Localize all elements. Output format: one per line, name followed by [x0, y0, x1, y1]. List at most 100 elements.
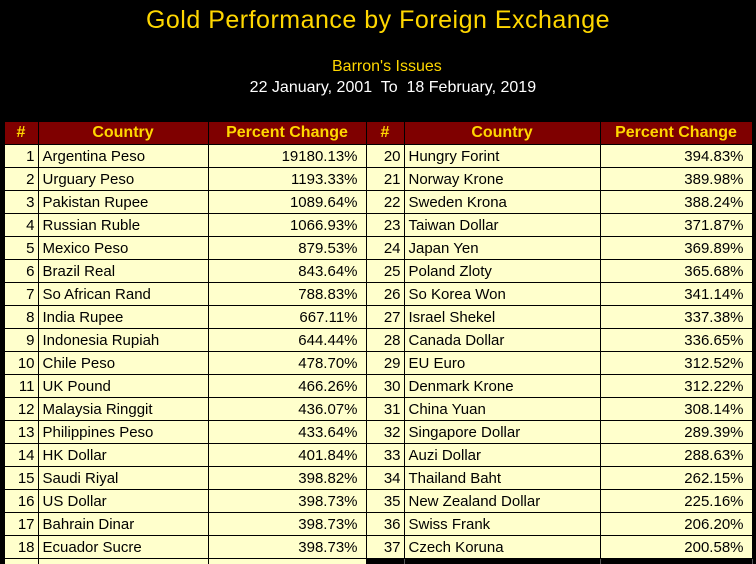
percent-cell: 1066.93% [207, 213, 367, 237]
header-row: # Country Percent Change # Country Perce… [3, 121, 753, 145]
empty-cell [599, 558, 753, 564]
percent-cell: 433.64% [207, 420, 367, 444]
rank-cell: 30 [365, 374, 405, 398]
subtitle-issues: Barron's Issues [332, 58, 442, 75]
country-cell: UK Pound [37, 374, 209, 398]
percent-cell: 312.52% [599, 351, 753, 375]
rank-cell: 29 [365, 351, 405, 375]
rank-cell: 20 [365, 144, 405, 168]
country-cell: Swiss Frank [403, 512, 601, 536]
rank-cell: 5 [3, 236, 39, 260]
percent-cell: 466.26% [207, 374, 367, 398]
rank-cell: 34 [365, 466, 405, 490]
country-cell: Pakistan Rupee [37, 190, 209, 214]
column-header-percent-right: Percent Change [599, 121, 753, 145]
country-cell: Ecuador Sucre [37, 535, 209, 559]
percent-cell: 388.24% [599, 190, 753, 214]
table-row: 2 Urguary Peso 1193.33% 21 Norway Krone 389.9… [3, 167, 753, 191]
country-cell: So Korea Won [403, 282, 601, 306]
rank-cell: 25 [365, 259, 405, 283]
table-row: 4 Russian Ruble 1066.93% 23 Taiwan Dollar 371… [3, 213, 753, 237]
percent-cell: 398.73% [207, 489, 367, 513]
country-cell: HK Dollar [37, 443, 209, 467]
fx-performance-table: # Country Percent Change # Country Perce… [3, 121, 753, 564]
percent-cell: 788.83% [207, 282, 367, 306]
country-cell: Mexico Peso [37, 236, 209, 260]
country-cell: Canada Dollar [403, 328, 601, 352]
rank-cell: 22 [365, 190, 405, 214]
rank-cell: 32 [365, 420, 405, 444]
percent-cell: 262.15% [599, 466, 753, 490]
table-row: 14 HK Dollar 401.84% 33 Auzi Dollar 288.63% [3, 443, 753, 467]
column-header-rank-left: # [3, 121, 39, 145]
table-row: 8 India Rupee 667.11% 27 Israel Shekel 337.38… [3, 305, 753, 329]
percent-cell: 369.89% [599, 236, 753, 260]
country-cell: India Rupee [37, 305, 209, 329]
percent-cell: 879.53% [207, 236, 367, 260]
percent-cell: 478.70% [207, 351, 367, 375]
percent-cell: 398.82% [207, 466, 367, 490]
percent-cell: 365.68% [599, 259, 753, 283]
table-row: 3 Pakistan Rupee 1089.64% 22 Sweden Krona 388… [3, 190, 753, 214]
empty-cell [403, 558, 601, 564]
rank-cell: 24 [365, 236, 405, 260]
rank-cell: 35 [365, 489, 405, 513]
percent-cell: 312.22% [599, 374, 753, 398]
country-cell: Bahrain Dinar [37, 512, 209, 536]
table-row: 11 UK Pound 466.26% 30 Denmark Krone 312.22% [3, 374, 753, 398]
percent-cell: 341.14% [599, 282, 753, 306]
rank-cell: 26 [365, 282, 405, 306]
percent-cell: 225.16% [599, 489, 753, 513]
country-cell: Sweden Krona [403, 190, 601, 214]
country-cell: Urguary Peso [37, 167, 209, 191]
rank-cell: 31 [365, 397, 405, 421]
percent-cell: 644.44% [207, 328, 367, 352]
table-row: 17 Bahrain Dinar 398.73% 36 Swiss Frank 206.2… [3, 512, 753, 536]
column-header-country-left: Country [37, 121, 209, 145]
rank-cell: 21 [365, 167, 405, 191]
rank-cell: 18 [3, 535, 39, 559]
country-cell: Kuwait Dinar [37, 558, 209, 564]
table-row: 10 Chile Peso 478.70% 29 EU Euro 312.52% [3, 351, 753, 375]
column-header-country-right: Country [403, 121, 601, 145]
table-row: 18 Ecuador Sucre 398.73% 37 Czech Koruna 200.… [3, 535, 753, 559]
rank-cell: 7 [3, 282, 39, 306]
table-row: 9 Indonesia Rupiah 644.44% 28 Canada Dollar 3… [3, 328, 753, 352]
rank-cell: 3 [3, 190, 39, 214]
empty-cell [365, 558, 405, 564]
country-cell: Czech Koruna [403, 535, 601, 559]
country-cell: Saudi Riyal [37, 466, 209, 490]
percent-cell: 395.63% [207, 558, 367, 564]
country-cell: China Yuan [403, 397, 601, 421]
country-cell: Thailand Baht [403, 466, 601, 490]
rank-cell: 23 [365, 213, 405, 237]
country-cell: Japan Yen [403, 236, 601, 260]
percent-cell: 1089.64% [207, 190, 367, 214]
percent-cell: 843.64% [207, 259, 367, 283]
rank-cell: 28 [365, 328, 405, 352]
rank-cell: 36 [365, 512, 405, 536]
rank-cell: 15 [3, 466, 39, 490]
rank-cell: 10 [3, 351, 39, 375]
country-cell: Israel Shekel [403, 305, 601, 329]
rank-cell: 13 [3, 420, 39, 444]
column-header-rank-right: # [365, 121, 405, 145]
country-cell: Norway Krone [403, 167, 601, 191]
rank-cell: 2 [3, 167, 39, 191]
table-row: 15 Saudi Riyal 398.82% 34 Thailand Baht 262.1… [3, 466, 753, 490]
percent-cell: 200.58% [599, 535, 753, 559]
country-cell: US Dollar [37, 489, 209, 513]
percent-cell: 394.83% [599, 144, 753, 168]
percent-cell: 336.65% [599, 328, 753, 352]
table-body: 1 Argentina Peso 19180.13% 20 Hungry Forint 3… [3, 144, 753, 564]
table-header: # Country Percent Change # Country Perce… [3, 121, 753, 145]
rank-cell: 8 [3, 305, 39, 329]
table-row: 13 Philippines Peso 433.64% 32 Singapore Dol… [3, 420, 753, 444]
table-row: 5 Mexico Peso 879.53% 24 Japan Yen 369.89% [3, 236, 753, 260]
percent-cell: 1193.33% [207, 167, 367, 191]
rank-cell: 6 [3, 259, 39, 283]
rank-cell: 17 [3, 512, 39, 536]
percent-cell: 389.98% [599, 167, 753, 191]
chart-title: Gold Performance by Foreign Exchange [145, 6, 611, 34]
country-cell: Denmark Krone [403, 374, 601, 398]
